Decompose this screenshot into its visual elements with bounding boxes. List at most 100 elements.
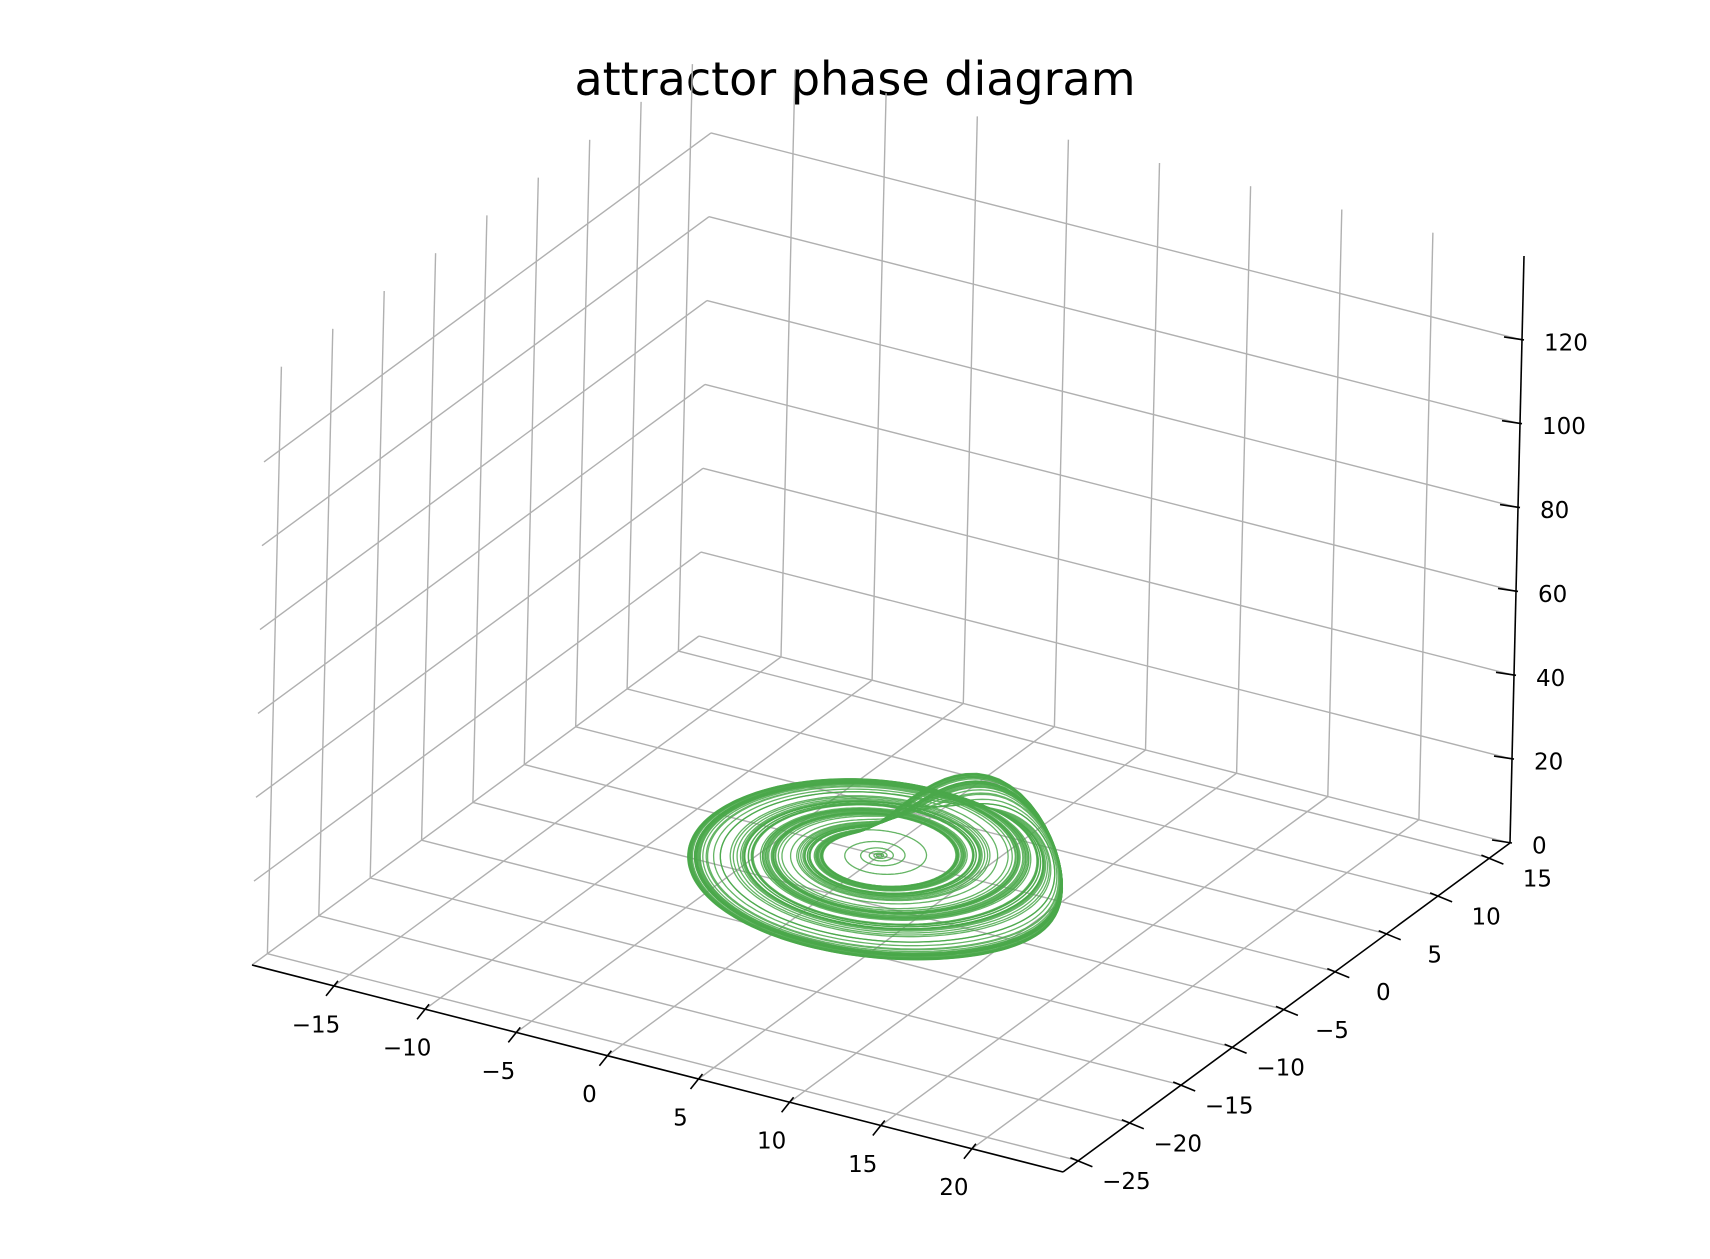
z-tick-mark	[1499, 503, 1521, 509]
z-tick-label: 120	[1544, 330, 1588, 356]
grid-line-side-y	[369, 290, 385, 879]
grid-line-side-y	[677, 64, 694, 652]
z-tick-label: 40	[1536, 666, 1565, 692]
x-tick-mark	[872, 1120, 886, 1136]
z-axis-line	[1509, 255, 1525, 844]
grid-line-back-z	[708, 216, 1521, 425]
grid-line-side-y	[472, 215, 488, 803]
z-tick-mark	[1497, 587, 1519, 593]
grid-line-floor-y	[472, 801, 1285, 1011]
grid-line-back-z	[700, 551, 1513, 760]
grid-line-side-z	[251, 635, 700, 966]
tick-marks	[325, 336, 1525, 1168]
y-tick-label: −10	[1256, 1056, 1305, 1082]
grid-line-back-z	[704, 383, 1517, 593]
grid-line-back-x	[780, 69, 796, 657]
grid-line-side-z	[261, 216, 710, 547]
y-tick-label: −20	[1154, 1131, 1203, 1157]
x-tick-mark	[598, 1050, 613, 1067]
grid-line-side-z	[253, 551, 702, 882]
axis-panes	[252, 49, 1524, 1172]
x-tick-mark	[963, 1143, 977, 1160]
z-tick-label: 20	[1534, 750, 1563, 776]
y-tick-label: 15	[1523, 867, 1552, 893]
x-tick-label: −5	[481, 1059, 515, 1085]
grid-line-side-z	[259, 300, 708, 631]
grid-line-back-x	[871, 93, 887, 681]
y-tick-mark	[1070, 1156, 1093, 1168]
grid-line-floor-x	[424, 679, 873, 1010]
x-tick-mark	[689, 1073, 704, 1090]
grid-line-side-z	[255, 467, 704, 798]
x-tick-label: −10	[383, 1036, 432, 1062]
z-tick-mark	[1491, 839, 1513, 844]
grid-line-floor-y	[626, 688, 1439, 897]
x-tick-label: 20	[939, 1175, 968, 1201]
grid-lines	[251, 64, 1523, 1162]
z-tick-mark	[1493, 755, 1515, 760]
z-tick-label: 100	[1542, 414, 1586, 440]
x-tick-mark	[780, 1096, 795, 1113]
y-tick-mark	[1121, 1119, 1145, 1130]
y-tick-label: 5	[1427, 942, 1442, 968]
x-tick-label: 10	[757, 1129, 786, 1155]
y-tick-mark	[1326, 967, 1350, 979]
y-tick-mark	[1172, 1081, 1196, 1092]
y-tick-mark	[1275, 1005, 1299, 1017]
grid-line-back-x	[1053, 139, 1070, 727]
grid-line-back-z	[698, 635, 1511, 844]
grid-line-floor-x	[880, 795, 1329, 1127]
grid-line-back-x	[1144, 162, 1161, 751]
z-tick-mark	[1495, 671, 1517, 677]
grid-line-floor-y	[678, 650, 1490, 859]
grid-line-side-y	[626, 101, 642, 689]
grid-line-back-x	[962, 116, 978, 704]
grid-line-side-y	[575, 139, 591, 727]
grid-line-floor-y	[267, 953, 1079, 1162]
x-tick-mark	[325, 980, 339, 997]
axes-lines	[251, 255, 1525, 1173]
grid-line-back-x	[1418, 232, 1434, 820]
chart-title: attractor phase diagram	[574, 52, 1136, 106]
grid-line-floor-y	[524, 763, 1336, 973]
x-tick-mark	[507, 1026, 521, 1043]
grid-line-floor-y	[370, 877, 1182, 1086]
grid-line-floor-y	[318, 915, 1130, 1124]
y-axis-line	[1062, 842, 1511, 1173]
grid-line-back-z	[706, 299, 1519, 509]
z-tick-label: 80	[1540, 498, 1569, 524]
z-tick-label: 0	[1532, 834, 1547, 860]
grid-line-side-y	[266, 366, 283, 954]
y-tick-mark	[1378, 930, 1402, 941]
y-tick-mark	[1481, 854, 1504, 865]
trajectory-segment	[687, 773, 1063, 961]
grid-line-side-y	[420, 253, 437, 841]
y-tick-mark	[1429, 892, 1453, 903]
x-tick-label: 15	[848, 1152, 877, 1178]
y-tick-label: −5	[1315, 1018, 1349, 1044]
z-tick-mark	[1503, 336, 1525, 341]
grid-line-floor-y	[575, 726, 1387, 935]
grid-line-side-y	[523, 177, 539, 765]
x-tick-label: −15	[292, 1012, 341, 1038]
x-axis-line	[251, 964, 1064, 1173]
z-tick-label: 60	[1538, 582, 1567, 608]
grid-line-side-y	[318, 328, 334, 916]
x-tick-label: 0	[582, 1082, 597, 1108]
grid-line-back-x	[1327, 209, 1343, 797]
x-tick-mark	[416, 1003, 430, 1020]
z-tick-mark	[1501, 419, 1523, 425]
y-tick-mark	[1224, 1043, 1247, 1054]
attractor-trajectory	[687, 772, 1064, 961]
y-tick-label: 0	[1376, 980, 1391, 1006]
grid-line-back-z	[710, 132, 1523, 341]
grid-line-back-x	[1235, 186, 1252, 774]
y-tick-label: 10	[1471, 904, 1500, 930]
grid-line-floor-x	[789, 772, 1238, 1103]
grid-line-side-z	[263, 132, 712, 463]
grid-line-floor-x	[971, 819, 1420, 1150]
x-tick-label: 5	[673, 1106, 688, 1132]
